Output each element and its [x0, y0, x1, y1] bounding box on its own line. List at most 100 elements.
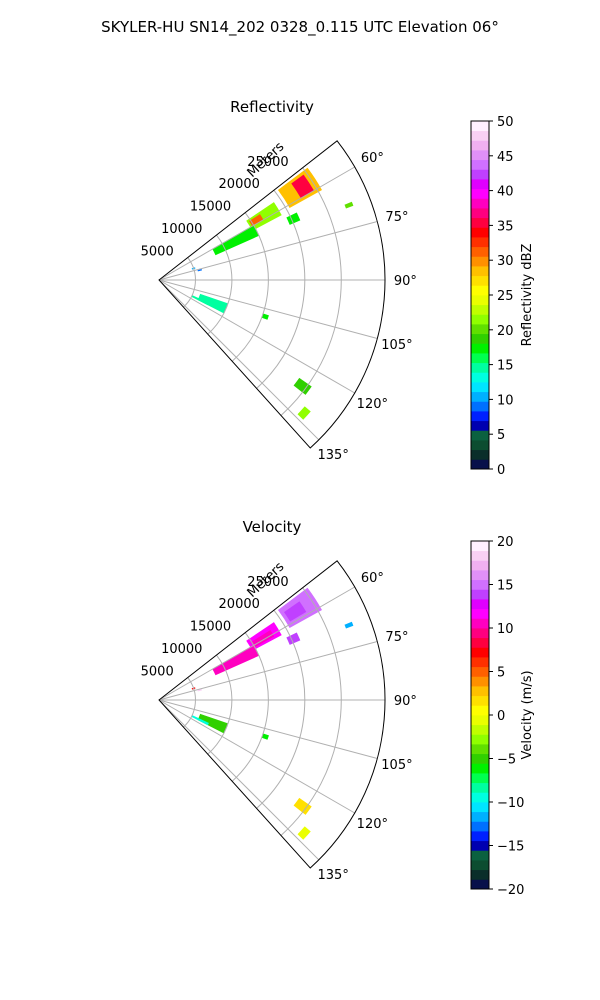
colorbar-swatch [471, 666, 489, 677]
colorbar-swatch [471, 637, 489, 648]
colorbar-swatch [471, 860, 489, 871]
colorbar-tick-label: −5 [497, 753, 516, 768]
azimuth-tick-label: 75° [385, 630, 408, 645]
colorbar-tick-label: −10 [497, 796, 524, 811]
azimuth-tick-label: 135° [318, 868, 349, 883]
colorbar-tick-label: 15 [497, 359, 514, 374]
colorbar-swatch [471, 333, 489, 344]
range-ring [231, 212, 269, 362]
colorbar-swatch [471, 391, 489, 402]
azimuth-tick-label: 135° [318, 448, 349, 463]
colorbar-swatch [471, 217, 489, 228]
colorbar-swatch [471, 208, 489, 219]
colorbar-swatch [471, 744, 489, 755]
colorbar-swatch [471, 343, 489, 354]
colorbar-tick-label: 5 [497, 428, 505, 443]
colorbar-swatch [471, 821, 489, 832]
colorbar-tick-label: 20 [497, 535, 514, 550]
colorbar-swatch [471, 802, 489, 813]
radial-tick-label: 20000 [219, 177, 260, 192]
colorbar-swatch [471, 372, 489, 383]
range-ring [280, 167, 342, 416]
colorbar-swatch [471, 140, 489, 151]
colorbar-swatch [471, 159, 489, 170]
colorbar-swatch [471, 285, 489, 296]
colorbar-swatch [471, 121, 489, 132]
azimuth-spoke [158, 279, 355, 394]
range-ring [280, 587, 342, 836]
colorbar-swatch [471, 647, 489, 658]
range-ring [183, 257, 196, 308]
azimuth-spoke [158, 279, 320, 441]
range-ring [207, 234, 233, 335]
colorbar-tick-label: 45 [497, 150, 514, 165]
colorbar-swatch [471, 188, 489, 199]
colorbar-swatch [471, 179, 489, 190]
colorbar-swatch [471, 198, 489, 209]
radial-tick-label: 25000 [247, 575, 288, 590]
colorbar-swatch [471, 850, 489, 861]
colorbar-swatch [471, 256, 489, 267]
colorbar-swatch [471, 550, 489, 561]
range-ring [207, 654, 233, 755]
azimuth-spoke [158, 699, 320, 861]
colorbar-swatch [471, 227, 489, 238]
echo-region [283, 601, 307, 622]
range-ring [183, 677, 196, 728]
colorbar-swatch [471, 811, 489, 822]
colorbar-swatch [471, 628, 489, 639]
colorbar-tick-label: 20 [497, 324, 514, 339]
colorbar-swatch [471, 608, 489, 619]
colorbar-swatch [471, 130, 489, 141]
colorbar-swatch [471, 831, 489, 842]
colorbar-tick-label: 15 [497, 579, 514, 594]
colorbar-swatch [471, 715, 489, 726]
colorbar-swatch [471, 773, 489, 784]
colorbar-tick-label: 5 [497, 666, 505, 681]
azimuth-spoke [158, 279, 378, 339]
azimuth-tick-label: 105° [381, 338, 412, 353]
colorbar-swatch [471, 314, 489, 325]
colorbar-swatch [471, 353, 489, 364]
echo-region [197, 689, 202, 692]
range-ring [256, 189, 306, 389]
colorbar-swatch [471, 579, 489, 590]
colorbar-swatch [471, 570, 489, 581]
colorbar-swatch [471, 599, 489, 610]
colorbar-swatch [471, 792, 489, 803]
colorbar-swatch [471, 840, 489, 851]
colorbar-swatch [471, 304, 489, 315]
radial-tick-label: 15000 [190, 620, 231, 635]
colorbar-swatch [471, 541, 489, 552]
azimuth-spoke [158, 586, 355, 701]
colorbar-tick-label: 10 [497, 622, 514, 637]
radial-tick-label: 10000 [161, 642, 202, 657]
azimuth-spoke [158, 699, 378, 759]
radial-tick-label: 25000 [247, 155, 288, 170]
panel-reflectivity: Reflectivity500010000150002000025000Mete… [141, 98, 535, 478]
colorbar-swatch [471, 734, 489, 745]
colorbar-swatch [471, 560, 489, 571]
range-ring [256, 609, 306, 809]
colorbar-swatch [471, 879, 489, 890]
range-ring [231, 632, 269, 782]
colorbar-label: Velocity (m/s) [520, 670, 535, 759]
colorbar-tick-label: 25 [497, 289, 514, 304]
colorbar-tick-label: −20 [497, 883, 524, 898]
colorbar-tick-label: −15 [497, 840, 524, 855]
echo-region [297, 406, 311, 420]
panel-title: Reflectivity [230, 98, 314, 116]
azimuth-spoke [158, 699, 355, 814]
azimuth-tick-label: 120° [357, 817, 388, 832]
colorbar-label: Reflectivity dBZ [520, 244, 535, 347]
colorbar-swatch [471, 420, 489, 431]
colorbar-swatch [471, 430, 489, 441]
colorbar-swatch [471, 695, 489, 706]
radial-tick-label: 20000 [219, 597, 260, 612]
colorbar-swatch [471, 411, 489, 422]
colorbar-swatch [471, 275, 489, 286]
colorbar-swatch [471, 324, 489, 335]
radial-tick-label: 15000 [190, 200, 231, 215]
